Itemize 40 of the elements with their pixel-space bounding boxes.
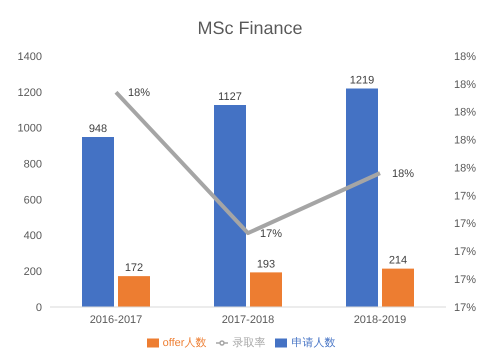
legend-label: 申请人数 bbox=[291, 337, 336, 349]
y-tick-label: 800 bbox=[24, 158, 42, 170]
x-tick-label: 2018-2019 bbox=[354, 314, 406, 326]
data-label: 1219 bbox=[350, 74, 374, 86]
y-tick-label: 0 bbox=[36, 302, 42, 314]
y2-tick-label: 17% bbox=[454, 246, 476, 258]
y2-tick-label: 17% bbox=[454, 274, 476, 286]
data-label: 18% bbox=[128, 87, 150, 100]
data-label: 948 bbox=[88, 123, 108, 136]
x-tick-label: 2016-2017 bbox=[90, 314, 142, 326]
data-label: 172 bbox=[124, 262, 144, 274]
chart-title: MSc Finance bbox=[196, 17, 304, 40]
bar bbox=[250, 272, 282, 307]
y2-tick-label: 18% bbox=[454, 78, 476, 91]
bar bbox=[214, 104, 246, 307]
data-label: 214 bbox=[388, 254, 408, 267]
y2-tick-label: 17% bbox=[454, 302, 476, 314]
bar bbox=[118, 276, 150, 307]
bar bbox=[346, 88, 378, 307]
y-tick-label: 400 bbox=[24, 230, 42, 242]
y-tick-label: 200 bbox=[24, 266, 42, 278]
y-tick-label: 600 bbox=[24, 194, 42, 206]
y2-tick-label: 18% bbox=[454, 50, 476, 63]
data-label: 193 bbox=[256, 258, 276, 270]
y2-tick-label: 18% bbox=[454, 134, 476, 147]
legend-label: 录取率 bbox=[232, 337, 266, 349]
y-tick-label: 1000 bbox=[18, 122, 42, 135]
x-tick-label: 2017-2018 bbox=[222, 314, 274, 326]
data-label: 18% bbox=[392, 168, 414, 180]
y2-tick-label: 18% bbox=[454, 162, 476, 174]
bar bbox=[382, 268, 414, 307]
y2-tick-label: 18% bbox=[454, 106, 476, 119]
y-tick-label: 1200 bbox=[18, 86, 42, 99]
data-label: 1127 bbox=[218, 90, 242, 103]
y2-tick-label: 17% bbox=[454, 218, 476, 230]
data-label: 17% bbox=[260, 228, 282, 240]
bar bbox=[82, 137, 114, 307]
y-tick-label: 1400 bbox=[18, 50, 42, 63]
y2-tick-label: 17% bbox=[454, 190, 476, 202]
legend-label: offer人数 bbox=[162, 337, 206, 349]
